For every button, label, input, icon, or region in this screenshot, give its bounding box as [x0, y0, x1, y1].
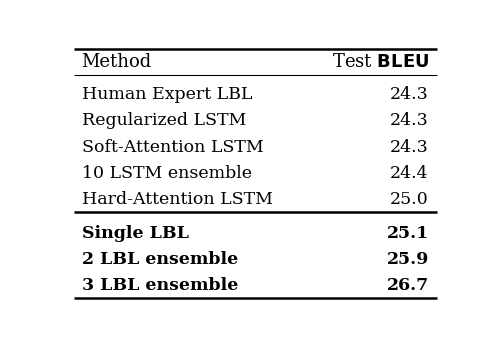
Text: Single LBL: Single LBL	[82, 225, 188, 241]
Text: Soft-Attention LSTM: Soft-Attention LSTM	[82, 139, 263, 155]
Text: 3 LBL ensemble: 3 LBL ensemble	[82, 277, 238, 294]
Text: 25.1: 25.1	[386, 225, 429, 241]
Text: 25.9: 25.9	[386, 251, 429, 268]
Text: Human Expert LBL: Human Expert LBL	[82, 86, 252, 104]
Text: Hard-Attention LSTM: Hard-Attention LSTM	[82, 191, 272, 208]
Text: Method: Method	[82, 53, 152, 71]
Text: 24.4: 24.4	[390, 164, 429, 182]
Text: 24.3: 24.3	[390, 112, 429, 129]
Text: 26.7: 26.7	[386, 277, 429, 294]
Text: 10 LSTM ensemble: 10 LSTM ensemble	[82, 164, 251, 182]
Text: 24.3: 24.3	[390, 86, 429, 104]
Text: 25.0: 25.0	[390, 191, 429, 208]
Text: 24.3: 24.3	[390, 139, 429, 155]
Text: Regularized LSTM: Regularized LSTM	[82, 112, 246, 129]
Text: Test $\mathbf{BLEU}$: Test $\mathbf{BLEU}$	[332, 53, 429, 71]
Text: 2 LBL ensemble: 2 LBL ensemble	[82, 251, 238, 268]
